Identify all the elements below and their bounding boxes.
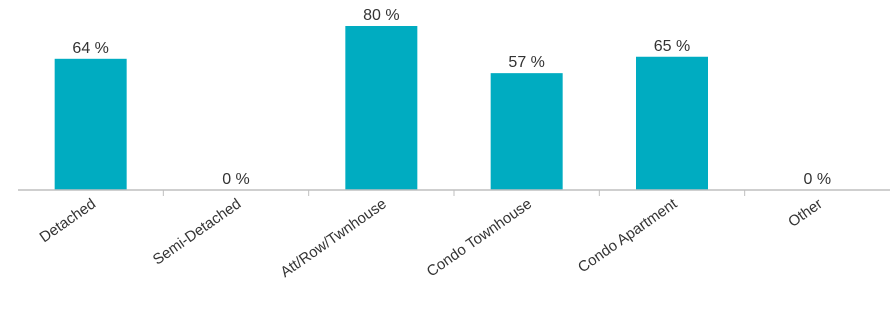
value-labels-group: 64 % 0 % 80 % 57 % 65 % 0 % — [72, 7, 831, 188]
bar-value-label: 57 % — [508, 54, 544, 71]
bars-group — [54, 26, 854, 191]
bar-value-label: 0 % — [804, 171, 832, 188]
x-axis-ticks-group — [162, 190, 746, 196]
category-label: Condo Townhouse — [424, 195, 535, 280]
category-label: Other — [785, 195, 825, 230]
bar-value-label: 64 % — [72, 40, 108, 57]
bar-value-label: 65 % — [654, 38, 690, 55]
bar — [345, 26, 418, 190]
bar-value-label: 0 % — [222, 171, 250, 188]
bar — [636, 56, 708, 190]
category-label: Semi-Detached — [150, 195, 244, 268]
bar-value-label: 80 % — [363, 7, 399, 24]
category-labels-group: Detached Semi-Detached Att/Row/Twnhouse Con… — [37, 195, 826, 281]
bar — [490, 73, 563, 190]
category-label: Att/Row/Twnhouse — [277, 195, 389, 281]
bar — [54, 58, 127, 190]
category-label: Condo Apartment — [575, 195, 681, 276]
category-label: Detached — [37, 195, 99, 246]
